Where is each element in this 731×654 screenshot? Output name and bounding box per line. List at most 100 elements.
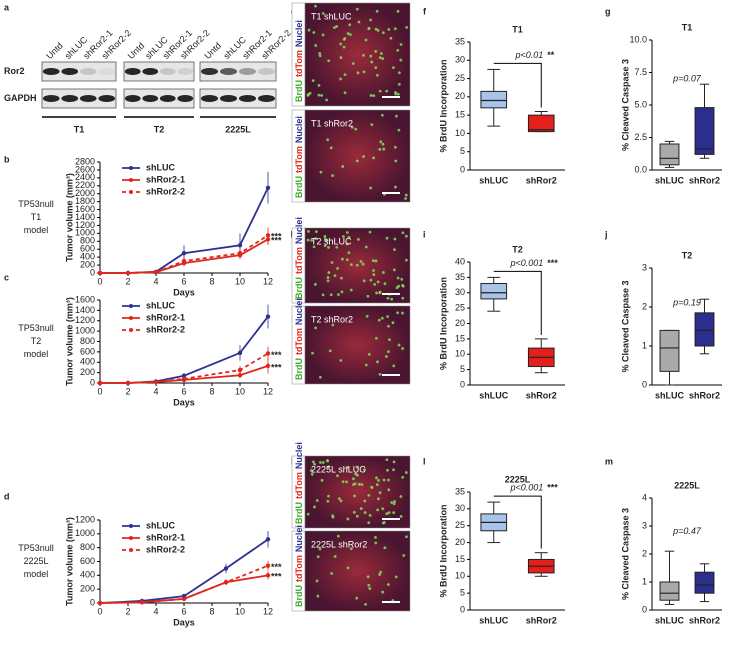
cell xyxy=(405,535,408,539)
x-tick-label: 0 xyxy=(97,606,102,616)
x-tick-label: shRor2 xyxy=(526,615,557,625)
y-tick-label: 0 xyxy=(642,604,647,614)
cell xyxy=(327,271,331,274)
cell xyxy=(369,278,373,282)
lane-label: Untd xyxy=(44,41,65,62)
x-tick-label: shRor2 xyxy=(526,390,557,400)
y-axis-label: Tumor volume (mm³) xyxy=(64,297,74,386)
stain-word: Nuclei xyxy=(294,217,304,244)
blot-band xyxy=(79,95,97,102)
point xyxy=(181,373,187,378)
y-tick-label: 5.0 xyxy=(634,99,647,109)
cell xyxy=(395,114,398,118)
cell xyxy=(356,71,360,75)
x-tick-label: 12 xyxy=(263,606,273,616)
y-tick-label: 20 xyxy=(455,537,465,547)
cell xyxy=(371,259,375,263)
y-tick-label: 2800 xyxy=(75,156,95,166)
cell xyxy=(326,138,330,142)
cell xyxy=(386,296,390,300)
cell xyxy=(339,42,343,46)
cell xyxy=(375,9,379,13)
y-tick-label: 35 xyxy=(455,36,465,46)
cell xyxy=(314,282,317,286)
bracket xyxy=(493,62,542,108)
cell xyxy=(345,480,348,484)
cell xyxy=(367,494,371,497)
cell xyxy=(362,155,365,158)
cell xyxy=(399,495,403,498)
cell xyxy=(386,350,390,353)
blot-band xyxy=(61,95,79,102)
cell xyxy=(343,91,347,95)
cell xyxy=(311,79,315,83)
cell xyxy=(393,248,396,252)
x-tick-label: 6 xyxy=(181,276,186,286)
y-tick-label: 3 xyxy=(642,520,647,530)
y-tick-label: 10 xyxy=(455,128,465,138)
cell xyxy=(311,351,314,355)
cell xyxy=(368,230,372,234)
cell xyxy=(387,488,391,492)
cell xyxy=(331,515,335,519)
point xyxy=(237,250,243,256)
stain-word: BrdU xyxy=(294,502,304,524)
cell xyxy=(383,282,387,286)
y-tick-label: 600 xyxy=(80,556,95,566)
blot-band xyxy=(200,68,219,75)
stain-label: BrdU tdTom Nuclei xyxy=(294,116,304,198)
cell xyxy=(373,283,377,286)
y-tick-label: 1200 xyxy=(75,315,95,325)
significance: ** xyxy=(547,50,555,60)
y-tick-label: 2600 xyxy=(75,164,95,174)
cell xyxy=(321,12,325,15)
box xyxy=(527,114,555,133)
y-tick-label: 40 xyxy=(455,256,465,266)
cell xyxy=(306,238,310,242)
y-tick-label: 0 xyxy=(90,377,95,387)
cell xyxy=(342,45,346,49)
cell xyxy=(331,174,334,177)
stain-word: tdTom xyxy=(294,146,304,173)
blot-band xyxy=(42,68,60,75)
blot-background xyxy=(41,61,117,82)
legend-marker xyxy=(129,304,133,308)
blot-band xyxy=(257,68,276,75)
cell xyxy=(387,511,391,515)
blot-band xyxy=(159,95,176,102)
cell xyxy=(374,541,378,545)
panel-letter: d xyxy=(4,491,10,501)
model-label: 2225L xyxy=(23,556,48,566)
cell xyxy=(325,98,329,102)
cell xyxy=(310,238,314,242)
y-tick-label: 1400 xyxy=(75,212,95,222)
chart-title: T1 xyxy=(512,24,523,34)
y-axis-label: % BrdU Incorporation xyxy=(438,504,448,597)
y-tick-label: 2000 xyxy=(75,188,95,198)
cell xyxy=(378,147,382,151)
p-value: p=0.47 xyxy=(672,526,702,536)
cell xyxy=(315,579,319,583)
significance: *** xyxy=(271,232,282,242)
stain-word: Nuclei xyxy=(294,116,304,143)
bracket xyxy=(493,270,542,335)
model-label: model xyxy=(24,225,49,235)
y-tick-label: 0 xyxy=(90,267,95,277)
y-tick-label: 7.5 xyxy=(634,67,647,77)
cell xyxy=(372,273,376,277)
cell xyxy=(370,123,374,127)
y-tick-label: 600 xyxy=(80,346,95,356)
stain-word: BrdU xyxy=(294,585,304,607)
cell xyxy=(401,296,405,300)
cell xyxy=(363,511,367,514)
cell xyxy=(396,49,400,52)
cell xyxy=(349,547,353,551)
significance: *** xyxy=(271,572,282,582)
y-tick-label: 1 xyxy=(642,576,647,586)
y-tick-label: 30 xyxy=(455,503,465,513)
cell xyxy=(336,266,339,270)
cell xyxy=(354,127,358,131)
x-tick-label: 6 xyxy=(181,606,186,616)
cell xyxy=(319,461,322,464)
cell xyxy=(385,458,389,462)
